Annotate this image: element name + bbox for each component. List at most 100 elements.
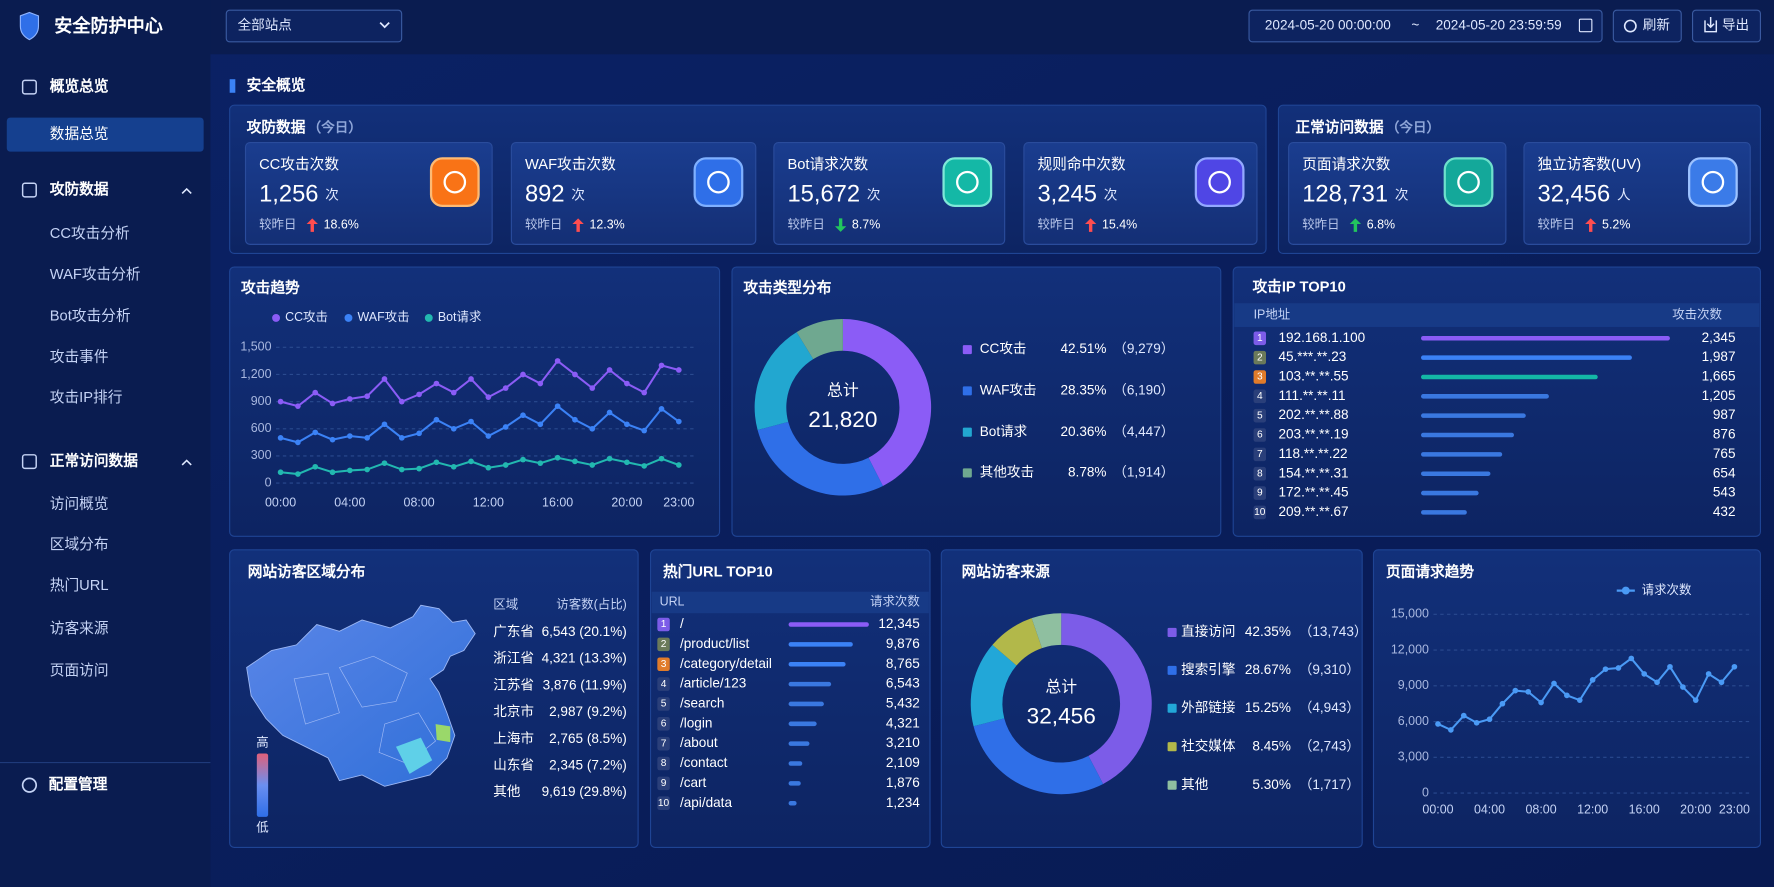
table-header <box>1234 303 1760 327</box>
row-label: 154.**.**.31 <box>1278 465 1348 480</box>
menu-item: 页面访问 <box>50 662 109 679</box>
chart-panel <box>940 549 1363 848</box>
legend-label: 直接访问 <box>1181 623 1235 639</box>
site-label: 全部站点 <box>238 17 292 33</box>
kpi-icon <box>1443 157 1494 208</box>
x-tick-label: 16:00 <box>542 496 573 510</box>
trend-arrow <box>834 218 847 232</box>
center-total: 32,456 <box>1027 703 1096 728</box>
legend-swatch <box>962 345 972 355</box>
kpi-icon-detail <box>1208 170 1231 194</box>
active-menu-item[interactable] <box>6 117 204 152</box>
legend-label: 社交媒体 <box>1181 737 1236 753</box>
data-point <box>624 421 630 428</box>
kpi-icon <box>942 157 993 208</box>
data-point <box>485 433 492 439</box>
kpi-unit: 次 <box>325 187 339 202</box>
bar <box>1421 510 1467 515</box>
legend-label: 外部链接 <box>1181 699 1236 715</box>
data-point <box>1615 665 1622 671</box>
rank-number: 3 <box>661 659 667 670</box>
kpi-label: WAF攻击次数 <box>525 156 616 173</box>
refresh-button[interactable] <box>1612 9 1682 43</box>
data-point <box>1589 677 1596 683</box>
center-label: 总计 <box>827 382 859 400</box>
legend-swatch <box>1167 703 1177 713</box>
data-point <box>537 460 544 467</box>
rank-number: 1 <box>661 619 667 630</box>
rank-number: 2 <box>1257 352 1263 363</box>
kpi-icon <box>693 157 744 208</box>
data-point <box>537 421 544 428</box>
value-label: 6,543 <box>886 676 920 691</box>
date-separator: ~ <box>1411 18 1419 33</box>
rank-number: 4 <box>661 679 667 690</box>
legend-swatch <box>962 468 972 478</box>
value-label: 654 <box>1713 465 1736 480</box>
kpi-compare: 较昨日 <box>787 216 824 231</box>
kpi-panel-title: 正常访问数据 （今日） <box>1295 118 1440 136</box>
bar <box>1421 355 1632 360</box>
data-point <box>1499 700 1506 707</box>
row-label: 45.***.**.23 <box>1278 349 1346 364</box>
kpi-compare: 较昨日 <box>259 216 296 231</box>
export-label: 导出 <box>1722 18 1749 33</box>
value-label: 2,345 <box>1702 330 1736 345</box>
menu-item: 访客来源 <box>50 620 109 637</box>
column-header: 请求次数 <box>870 594 920 609</box>
date-range[interactable] <box>1248 9 1603 43</box>
y-tick-label: 900 <box>251 394 272 408</box>
bar <box>788 761 803 766</box>
row-label: /contact <box>680 755 728 770</box>
menu-item: 区域分布 <box>50 536 109 553</box>
rank-number: 6 <box>1257 430 1263 441</box>
data-point <box>347 467 353 474</box>
chart-panel <box>1372 549 1761 848</box>
rank-number: 3 <box>1257 372 1263 383</box>
value-label: 1,205 <box>1702 388 1736 403</box>
x-tick-label: 04:00 <box>1474 802 1505 816</box>
export-button[interactable] <box>1691 9 1761 43</box>
region-value: 3,876 (11.9%) <box>543 677 627 692</box>
rank-badge <box>1253 331 1267 346</box>
legend-swatch <box>1167 627 1177 637</box>
menu-item: 访问概览 <box>50 495 109 512</box>
kpi-compare: 较昨日 <box>1037 216 1074 231</box>
data-point <box>624 459 630 466</box>
data-point <box>1731 663 1738 670</box>
menu-item: Bot攻击分析 <box>50 308 131 325</box>
legend-label: CC攻击 <box>285 310 328 324</box>
value-label: 2,109 <box>886 755 920 770</box>
center-label: 总计 <box>1045 678 1077 696</box>
row-label: 192.168.1.100 <box>1278 330 1365 345</box>
count-label: （13,743） <box>1299 624 1368 639</box>
percent-label: 42.51% <box>1060 341 1106 356</box>
kpi-label: CC攻击次数 <box>259 156 339 173</box>
kpi-label: 规则命中次数 <box>1037 155 1125 173</box>
region-value: 4,321 (13.3%) <box>542 651 627 666</box>
data-point <box>329 469 336 476</box>
bar <box>1421 336 1670 341</box>
site-select[interactable] <box>225 9 403 43</box>
kpi-icon-detail <box>1457 170 1480 194</box>
percent-label: 20.36% <box>1060 424 1106 439</box>
row-label: 203.**.**.19 <box>1278 427 1348 442</box>
kpi-number: 3,245 <box>1037 181 1096 208</box>
value-label: 5,432 <box>886 696 920 711</box>
rank-badge <box>1253 408 1267 423</box>
x-tick-label: 20:00 <box>611 496 642 510</box>
rank-number: 7 <box>661 738 667 749</box>
panel-title: 正常访问数据 <box>1295 118 1383 136</box>
rank-number: 9 <box>1257 488 1263 499</box>
data-point <box>468 458 474 465</box>
kpi-value: 892 次 <box>525 181 585 208</box>
legend-swatch <box>1621 586 1630 595</box>
data-point <box>381 376 388 382</box>
province-highlight <box>435 724 451 743</box>
region-value: 2,987 (9.2%) <box>549 704 627 719</box>
data-point <box>520 456 526 463</box>
legend-swatch <box>962 427 972 437</box>
kpi-compare: 较昨日 <box>1302 216 1339 231</box>
rank-badge <box>657 756 670 771</box>
